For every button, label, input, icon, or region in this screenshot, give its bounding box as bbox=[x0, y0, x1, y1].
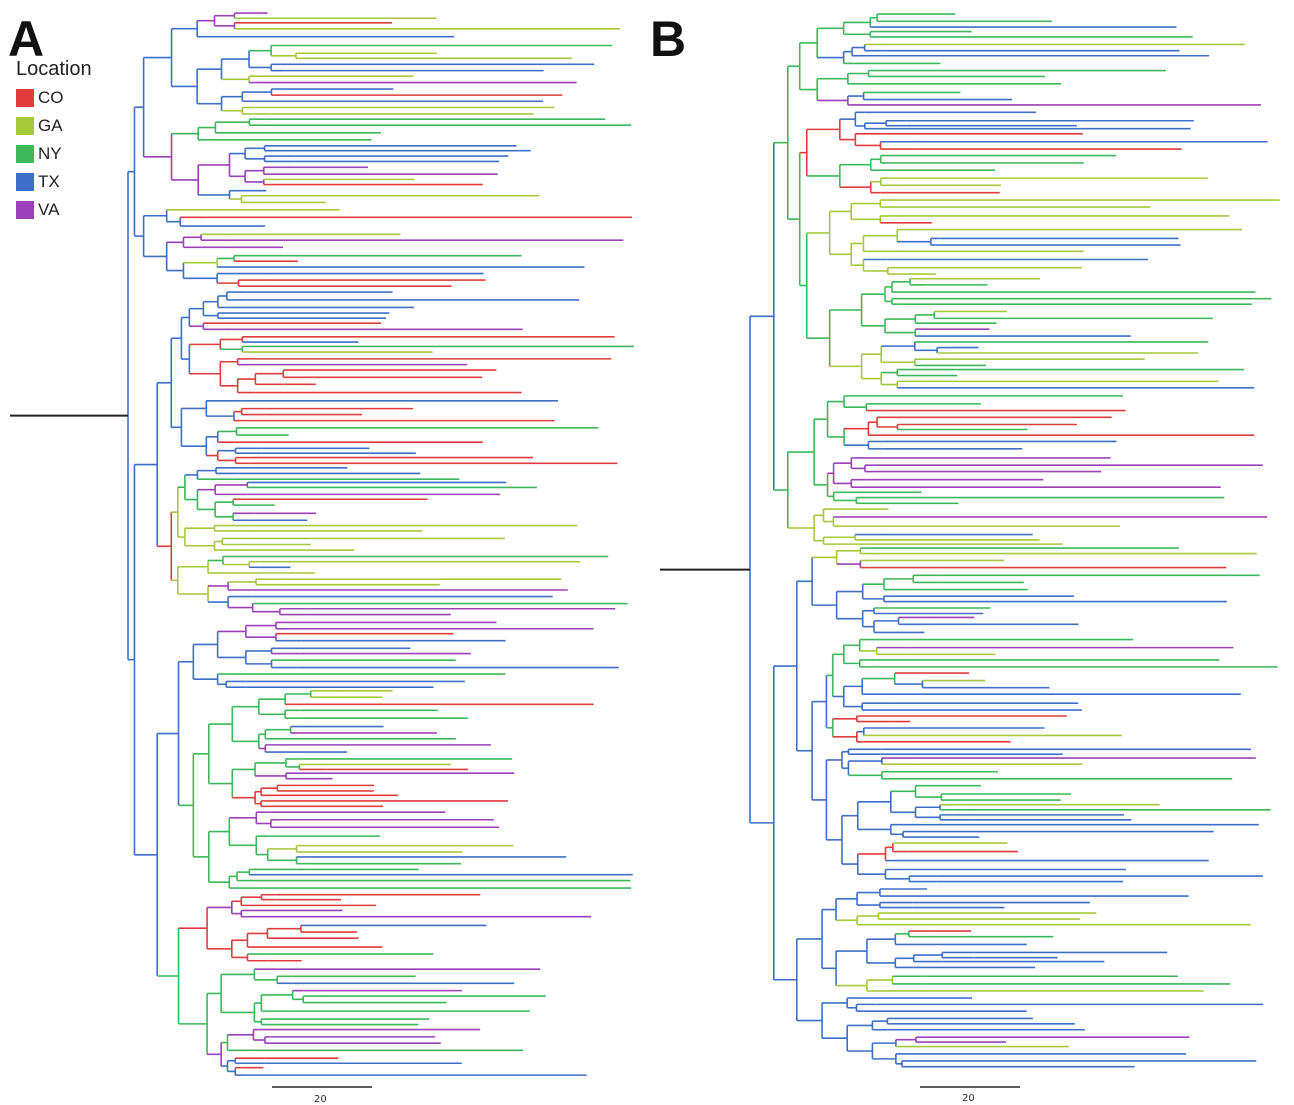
scale-bar-label-b: 20 bbox=[962, 1093, 975, 1104]
phylogenetic-tree-a bbox=[10, 12, 634, 1088]
legend-swatch-ny bbox=[16, 145, 34, 163]
legend-swatch-va bbox=[16, 201, 34, 219]
legend-title: Location bbox=[16, 58, 92, 80]
legend-swatch-co bbox=[16, 89, 34, 107]
legend-item-tx: TX bbox=[16, 168, 92, 196]
legend-swatch-ga bbox=[16, 117, 34, 135]
scale-bar-label-a: 20 bbox=[314, 1094, 327, 1105]
legend-item-va: VA bbox=[16, 196, 92, 224]
legend-swatch-tx bbox=[16, 173, 34, 191]
panel-b-letter: B bbox=[650, 11, 687, 67]
legend-label-ga: GA bbox=[38, 116, 63, 135]
legend-label-va: VA bbox=[38, 200, 60, 219]
legend-item-ga: GA bbox=[16, 112, 92, 140]
location-legend: Location CO GA NY TX VA bbox=[16, 58, 92, 224]
legend-label-ny: NY bbox=[38, 144, 62, 163]
panel-a-letter: A bbox=[8, 11, 45, 67]
legend-label-co: CO bbox=[38, 88, 64, 107]
legend-label-tx: TX bbox=[38, 172, 60, 191]
legend-item-ny: NY bbox=[16, 140, 92, 168]
legend-item-co: CO bbox=[16, 84, 92, 112]
